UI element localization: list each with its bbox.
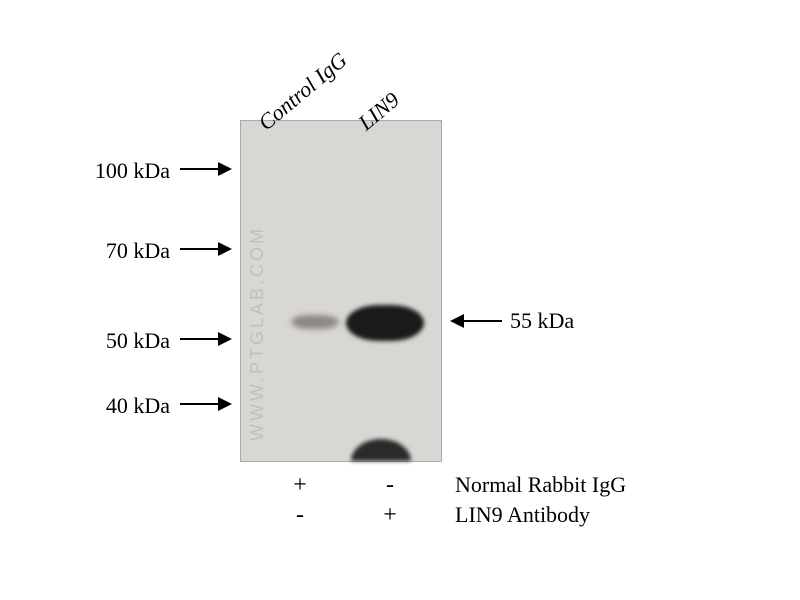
- marker-40kda: 40 kDa: [60, 393, 170, 419]
- marker-arrow-100: [180, 168, 230, 170]
- cell-label: Normal Rabbit IgG: [435, 472, 626, 498]
- watermark-text: WWW.PTGLAB.COM: [247, 226, 268, 441]
- cell-label: LIN9 Antibody: [435, 502, 590, 528]
- band-lin9-main: [346, 305, 424, 341]
- blot-membrane: WWW.PTGLAB.COM: [240, 120, 442, 462]
- cell-lane2: +: [345, 502, 435, 529]
- figure-container: WWW.PTGLAB.COM Control IgG LIN9 100 kDa …: [60, 20, 740, 580]
- cell-lane1: +: [255, 472, 345, 499]
- cell-lane2: -: [345, 472, 435, 499]
- cell-lane1: -: [255, 502, 345, 529]
- marker-arrow-40: [180, 403, 230, 405]
- band-lin9-bottom: [351, 439, 411, 461]
- table-row: - + LIN9 Antibody: [255, 500, 626, 530]
- target-band-label: 55 kDa: [510, 308, 574, 334]
- marker-arrow-70: [180, 248, 230, 250]
- marker-arrow-50: [180, 338, 230, 340]
- marker-50kda: 50 kDa: [60, 328, 170, 354]
- band-control-faint: [291, 315, 339, 329]
- condition-table: + - Normal Rabbit IgG - + LIN9 Antibody: [255, 470, 626, 530]
- marker-100kda: 100 kDa: [60, 158, 170, 184]
- table-row: + - Normal Rabbit IgG: [255, 470, 626, 500]
- marker-70kda: 70 kDa: [60, 238, 170, 264]
- target-arrow: [452, 320, 502, 322]
